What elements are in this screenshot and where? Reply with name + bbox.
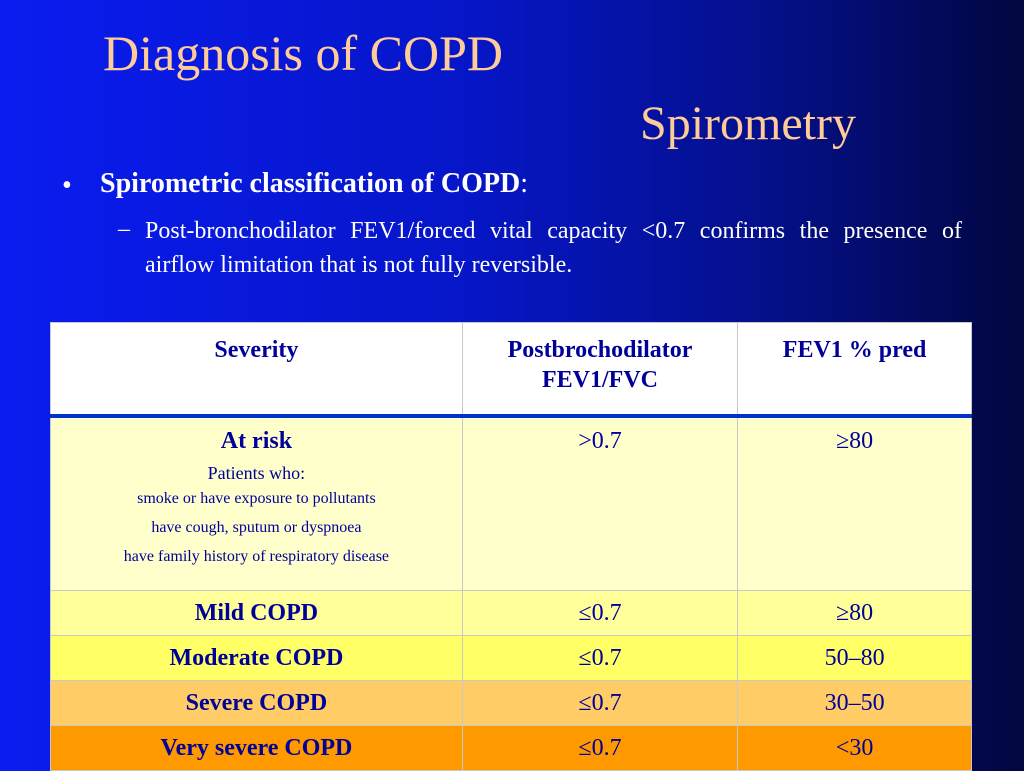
severity-row: Very severe COPD ≤0.7 <30 bbox=[50, 725, 972, 771]
ratio-cell: >0.7 bbox=[461, 415, 739, 591]
header-row: Severity Postbrochodilator FEV1/FVC FEV1… bbox=[50, 322, 972, 417]
pred-cell: <30 bbox=[737, 725, 972, 771]
slide-subtitle: Spirometry bbox=[640, 97, 856, 150]
severity-row: Severe COPD ≤0.7 30–50 bbox=[50, 680, 972, 726]
bullet-suffix: : bbox=[520, 168, 528, 199]
pred-cell: 50–80 bbox=[737, 635, 972, 681]
classification-table: Severity Postbrochodilator FEV1/FVC FEV1… bbox=[50, 322, 972, 771]
severity-row: Mild COPD ≤0.7 ≥80 bbox=[50, 590, 972, 636]
pred-cell: ≥80 bbox=[737, 590, 972, 636]
at-risk-row: At risk Patients who: smoke or have expo… bbox=[50, 415, 972, 591]
sub-bullet-marker: – bbox=[118, 216, 130, 242]
severity-cell: Moderate COPD bbox=[50, 635, 463, 681]
pred-cell: 30–50 bbox=[737, 680, 972, 726]
severity-cell: Severe COPD bbox=[50, 680, 463, 726]
ratio-cell: ≤0.7 bbox=[461, 635, 739, 681]
pred-cell: ≥80 bbox=[737, 415, 972, 591]
at-risk-item: smoke or have exposure to pollutants bbox=[137, 490, 376, 507]
at-risk-item: have family history of respiratory disea… bbox=[123, 548, 390, 565]
header-cell: Postbrochodilator FEV1/FVC bbox=[461, 322, 739, 417]
at-risk-item: have cough, sputum or dyspnoea bbox=[151, 519, 362, 536]
severity-cell: Very severe COPD bbox=[50, 725, 463, 771]
sub-bullet: Post-bronchodilator FEV1/forced vital ca… bbox=[145, 218, 962, 278]
bullet-text: Spirometric classification of COPD bbox=[100, 168, 521, 199]
bullet-marker: • bbox=[62, 170, 72, 201]
severity-cell: Mild COPD bbox=[50, 590, 463, 636]
header-cell: Severity bbox=[50, 322, 463, 417]
header-cell: FEV1 % pred bbox=[737, 322, 972, 417]
at-risk-cell: At risk Patients who: smoke or have expo… bbox=[50, 415, 463, 591]
at-risk-intro: Patients who: bbox=[207, 463, 306, 483]
ratio-cell: ≤0.7 bbox=[461, 590, 739, 636]
ratio-cell: ≤0.7 bbox=[461, 680, 739, 726]
at-risk-label: At risk bbox=[220, 428, 293, 454]
severity-row: Moderate COPD ≤0.7 50–80 bbox=[50, 635, 972, 681]
bullet: Spirometric classification of COPD: bbox=[100, 168, 528, 200]
ratio-cell: ≤0.7 bbox=[461, 725, 739, 771]
slide-title: Diagnosis of COPD bbox=[103, 25, 504, 81]
